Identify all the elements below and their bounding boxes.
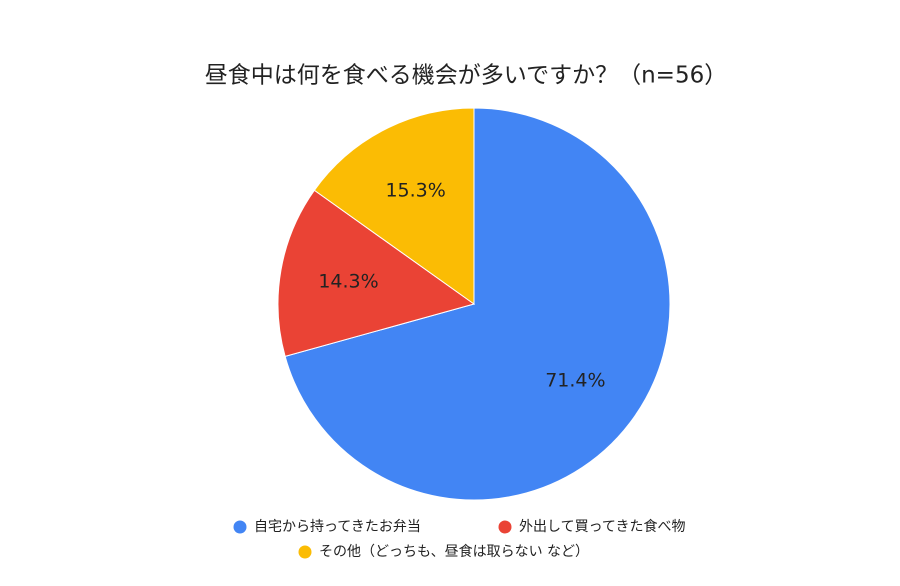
legend-label: 外出して買ってきた食べ物 bbox=[519, 518, 685, 535]
legend-marker bbox=[298, 545, 312, 559]
chart-title: 昼食中は何を食べる機会が多いですか？（n=56） bbox=[205, 63, 727, 89]
value-label: 14.3% bbox=[318, 270, 378, 292]
legend-label: その他（どっちも、昼食は取らない など） bbox=[319, 543, 589, 560]
pie-slice bbox=[313, 107, 475, 305]
legend-marker bbox=[498, 520, 512, 534]
value-label: 71.4% bbox=[545, 370, 605, 392]
value-label: 15.3% bbox=[385, 179, 445, 201]
pie-slice bbox=[284, 107, 671, 501]
legend-marker bbox=[233, 520, 247, 534]
pie-slice bbox=[277, 189, 476, 358]
legend-label: 自宅から持ってきたお弁当 bbox=[254, 519, 421, 535]
